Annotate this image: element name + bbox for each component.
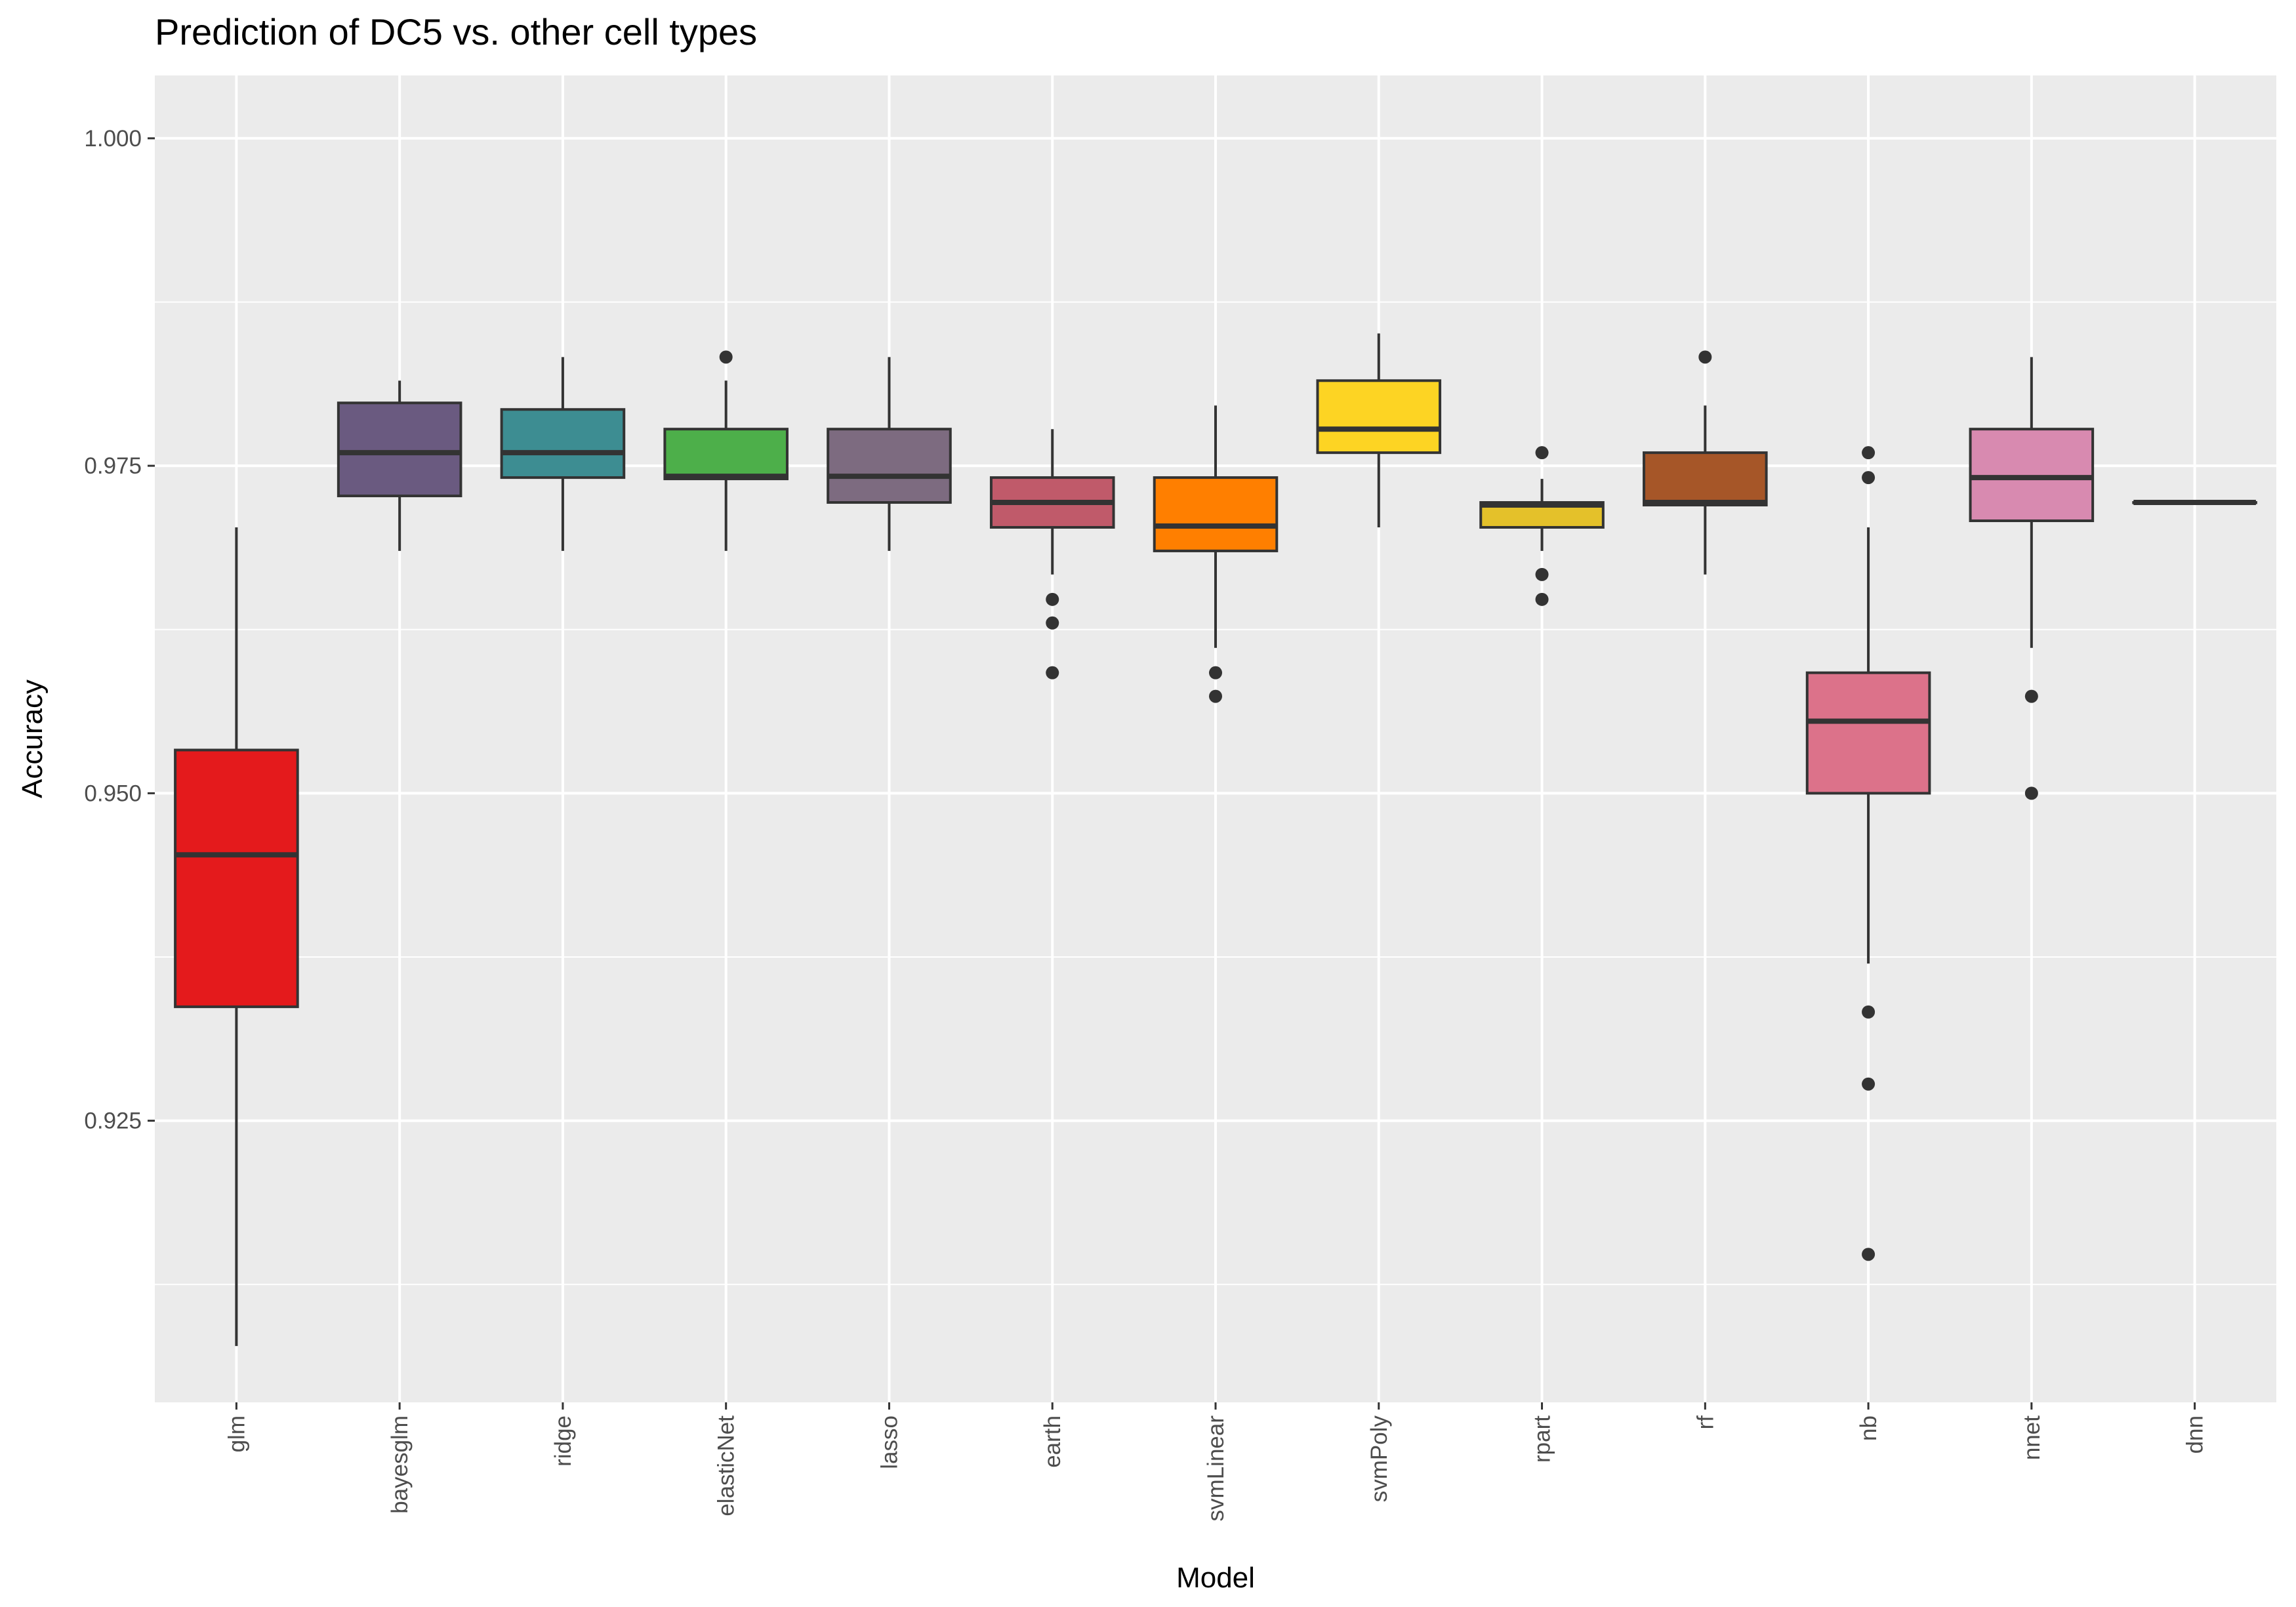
y-tick-label: 0.925 <box>84 1109 142 1134</box>
box-lasso <box>827 357 952 551</box>
box-svmLinear <box>1153 405 1279 703</box>
box-dnn <box>2132 500 2257 506</box>
box-earth <box>989 429 1115 680</box>
outlier-point <box>1862 446 1876 460</box>
box-ridge <box>500 357 626 551</box>
box-rf <box>1643 350 1768 575</box>
outlier-point <box>2024 786 2038 800</box>
outlier-point <box>1862 471 1876 485</box>
outlier-point <box>1535 567 1549 581</box>
box-bayesglm <box>337 380 462 551</box>
x-tick-label: lasso <box>876 1415 902 1469</box>
box-glm <box>174 527 299 1347</box>
box-nb <box>1805 446 1931 1261</box>
iqr-box <box>1805 671 1931 795</box>
outlier-point <box>1862 1248 1876 1261</box>
outlier-point <box>2024 689 2038 703</box>
outlier-point <box>1535 592 1549 606</box>
box-series <box>174 333 2257 1347</box>
iqr-box <box>1316 379 1442 455</box>
x-tick-label: nnet <box>2019 1415 2045 1460</box>
outlier-point <box>1535 446 1549 460</box>
x-tick-label: ridge <box>550 1415 576 1467</box>
x-tick-label: elasticNet <box>714 1415 739 1516</box>
outlier-point <box>1209 666 1222 680</box>
x-tick-label: glm <box>224 1415 249 1452</box>
x-tick-label: bayesglm <box>387 1415 413 1514</box>
y-tick-label: 0.975 <box>84 453 142 479</box>
iqr-box <box>663 428 789 481</box>
y-axis-ticks: 0.925 0.950 0.975 1.000 <box>84 126 155 1134</box>
y-tick-label: 0.950 <box>84 781 142 806</box>
x-tick-label: earth <box>1040 1415 1065 1468</box>
iqr-box <box>1153 476 1279 552</box>
box-rpart <box>1479 446 1605 606</box>
iqr-box <box>827 428 952 504</box>
outlier-point <box>1862 1077 1876 1091</box>
box-svmPoly <box>1316 333 1442 527</box>
x-axis-ticks: glm bayesglm ridge elasticNet lasso earth svmL… <box>224 1402 2208 1522</box>
box-nnet <box>1969 357 2095 800</box>
iqr-box <box>500 408 626 479</box>
outlier-point <box>1046 592 1059 606</box>
y-axis-title: Accuracy <box>16 680 49 798</box>
x-tick-label: rf <box>1692 1415 1718 1430</box>
x-tick-label: svmLinear <box>1203 1415 1229 1522</box>
outlier-point <box>1698 350 1712 364</box>
outlier-point <box>719 350 733 364</box>
outlier-point <box>1046 666 1059 680</box>
outlier-point <box>1046 616 1059 630</box>
y-tick-label: 1.000 <box>84 126 142 152</box>
x-tick-label: svmPoly <box>1366 1415 1392 1503</box>
x-axis-title: Model <box>1176 1562 1255 1594</box>
x-tick-label: rpart <box>1530 1415 1555 1463</box>
outlier-point <box>1209 689 1222 703</box>
iqr-box <box>337 401 462 498</box>
x-tick-label: nb <box>1856 1415 1881 1441</box>
iqr-box <box>1643 451 1768 507</box>
x-tick-label: dnn <box>2183 1415 2208 1454</box>
iqr-box <box>174 748 299 1008</box>
chart-title: Prediction of DC5 vs. other cell types <box>155 11 758 52</box>
box-elasticNet <box>663 350 789 551</box>
outlier-point <box>1862 1005 1876 1019</box>
